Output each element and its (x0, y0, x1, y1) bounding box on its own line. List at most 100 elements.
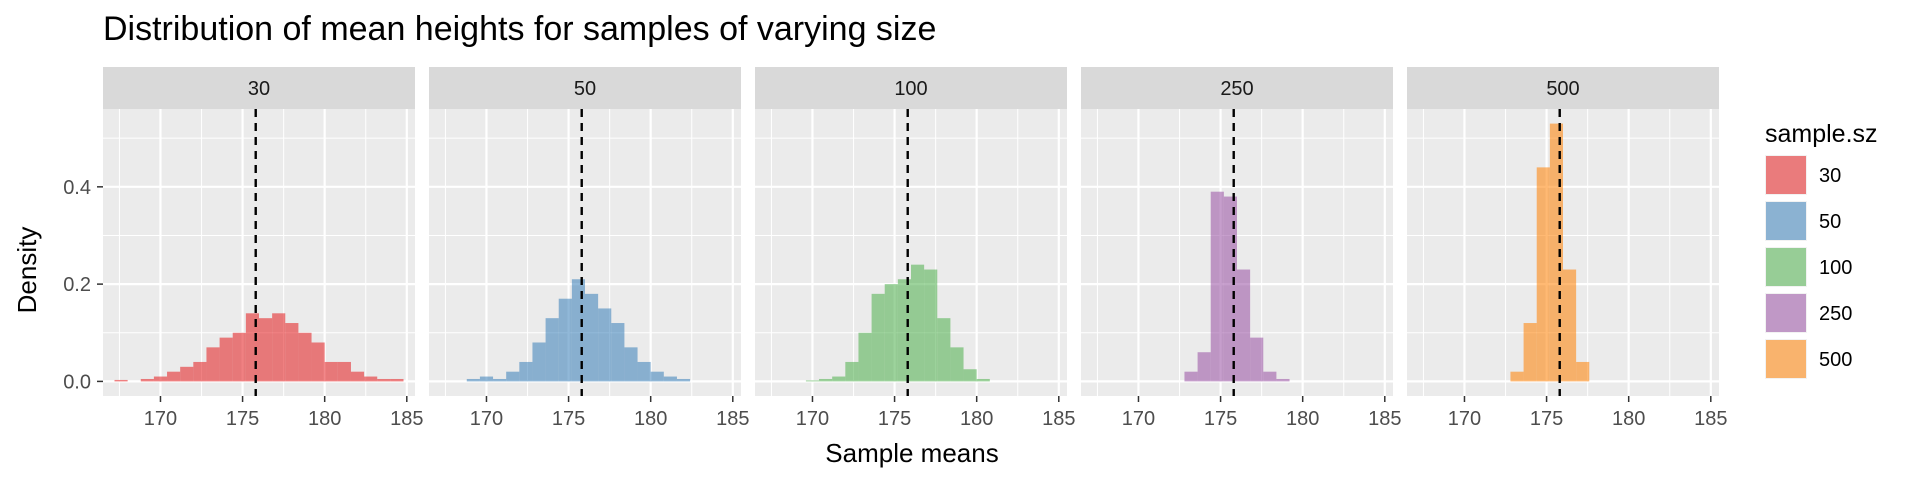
histogram-bar (298, 332, 312, 382)
histogram-bar (663, 376, 677, 382)
legend-label: 30 (1819, 165, 1841, 187)
y-tick-label: 0.2 (63, 274, 91, 296)
histogram-bar (571, 279, 585, 382)
histogram-bar (519, 361, 533, 382)
histogram-bar (337, 361, 351, 382)
facet-strip (1407, 67, 1719, 109)
x-tick-label: 185 (716, 408, 749, 430)
facet-strip (103, 67, 415, 109)
histogram-bar (1549, 123, 1563, 382)
legend-swatch (1766, 340, 1806, 378)
histogram-bar (884, 284, 898, 382)
histogram-bar (390, 378, 404, 382)
histogram-bar (506, 371, 520, 382)
histogram-bar (545, 318, 559, 382)
histogram-bar (897, 279, 911, 382)
histogram-bar (911, 264, 925, 382)
histogram-bar (963, 369, 977, 382)
histogram-bar (1250, 337, 1264, 382)
legend-label: 50 (1819, 211, 1841, 233)
histogram-bar (924, 269, 938, 382)
histogram-bar (272, 313, 286, 382)
legend-label: 100 (1819, 257, 1852, 279)
facet-strip-label: 50 (574, 78, 596, 100)
histogram-bar (1510, 371, 1524, 382)
histogram-bar (206, 347, 220, 382)
x-tick-label: 180 (960, 408, 993, 430)
histogram-bar (1536, 167, 1550, 382)
legend-label: 500 (1819, 349, 1852, 371)
histogram-bar (364, 376, 378, 382)
facet-strip (429, 67, 741, 109)
facet-strip (755, 67, 1067, 109)
histogram-bar (832, 376, 846, 382)
facet-strip-label: 250 (1220, 78, 1253, 100)
histogram-bar (285, 323, 299, 382)
histogram-bar (259, 318, 273, 382)
histogram-bar (350, 371, 365, 382)
facet-strip-label: 30 (248, 78, 270, 100)
histogram-bar (585, 293, 599, 382)
histogram-bar (650, 371, 664, 382)
histogram-bar (153, 376, 168, 382)
x-tick-label: 170 (796, 408, 829, 430)
histogram-bar (1563, 269, 1577, 382)
x-tick-label: 185 (1042, 408, 1075, 430)
facet-panel-100: 100 170 175 180 185 (755, 67, 1075, 430)
x-tick-label: 170 (470, 408, 503, 430)
facet-panel-50: 50 170 175 180 185 (429, 67, 749, 430)
histogram-bar (1263, 371, 1277, 382)
histogram-bar (637, 361, 651, 382)
x-tick-label: 180 (308, 408, 341, 430)
facet-strip-label: 500 (1546, 78, 1579, 100)
x-tick-label: 175 (878, 408, 911, 430)
x-tick-label: 175 (1530, 408, 1563, 430)
histogram-bar (1237, 269, 1251, 382)
histogram-bar (1184, 371, 1198, 382)
legend-title: sample.sz (1765, 120, 1878, 148)
histogram-bar (193, 361, 207, 382)
facet-panel-500: 500 170 175 180 185 (1407, 67, 1727, 430)
x-tick-label: 175 (226, 408, 259, 430)
histogram-bar (311, 342, 325, 382)
histogram-bar (1276, 378, 1290, 382)
facet-strip-label: 100 (894, 78, 927, 100)
legend-label: 250 (1819, 303, 1852, 325)
legend-swatch (1766, 294, 1806, 332)
histogram-bar (805, 380, 820, 382)
legend-item-250: 250 (1765, 293, 1852, 333)
histogram-bar (558, 298, 572, 382)
histogram-bar (871, 293, 885, 382)
histogram-bar (377, 378, 391, 382)
legend-swatch (1766, 248, 1806, 286)
legend-swatch (1766, 202, 1806, 240)
x-tick-label: 180 (1286, 408, 1319, 430)
histogram-bar (858, 332, 872, 382)
y-tick-label: 0.0 (63, 371, 91, 393)
histogram-bar (1223, 196, 1237, 382)
legend-item-100: 100 (1765, 247, 1852, 287)
histogram-bar (232, 332, 246, 382)
histogram-bar (324, 361, 338, 382)
x-tick-label: 175 (552, 408, 585, 430)
histogram-bar (611, 323, 625, 382)
legend-item-500: 500 (1765, 339, 1852, 379)
histogram-bar (219, 337, 233, 382)
facet-panel-30: 30 170 175 180 185 0.0 0.2 0.4 (63, 67, 423, 430)
x-tick-label: 180 (1612, 408, 1645, 430)
x-tick-label: 175 (1204, 408, 1237, 430)
histogram-bar (819, 378, 833, 382)
histogram-bar (532, 342, 546, 382)
x-tick-label: 180 (634, 408, 667, 430)
histogram-bar (1523, 323, 1537, 382)
histogram-bar (493, 378, 507, 382)
histogram-bar (1210, 191, 1224, 382)
x-tick-label: 170 (144, 408, 177, 430)
histogram-bar (140, 378, 154, 382)
y-axis-title: Density (12, 227, 42, 314)
facet-panel-250: 250 170 175 180 185 (1081, 67, 1401, 430)
y-tick-label: 0.4 (63, 177, 91, 199)
histogram-bar (1197, 352, 1211, 382)
